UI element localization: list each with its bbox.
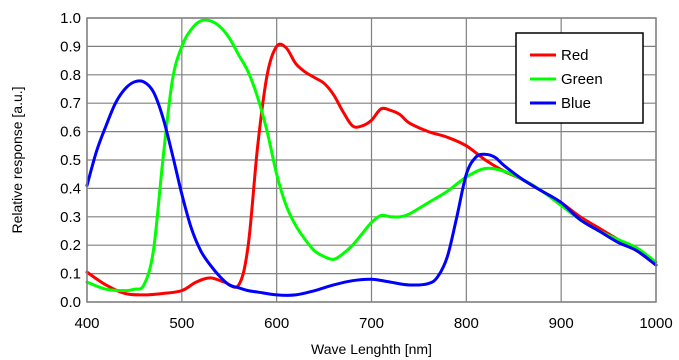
- series-line-blue: [85, 79, 658, 297]
- x-tick-label: 500: [169, 315, 194, 332]
- y-tick-label: 0.0: [60, 294, 81, 311]
- y-tick-label: 0.4: [60, 180, 81, 197]
- legend: Red Green Blue: [515, 32, 644, 124]
- x-tick-label: 800: [454, 315, 479, 332]
- x-tick-label: 700: [359, 315, 384, 332]
- y-tick-label: 1.0: [60, 10, 81, 27]
- y-tick-label: 0.1: [60, 266, 81, 283]
- x-tick-label: 600: [264, 315, 289, 332]
- legend-label-red: Red: [561, 47, 589, 64]
- y-tick-label: 0.7: [60, 95, 81, 112]
- y-tick-label: 0.3: [60, 209, 81, 226]
- x-tick-label: 400: [74, 315, 99, 332]
- y-tick-label: 0.5: [60, 152, 81, 169]
- y-tick-label: 0.6: [60, 124, 81, 141]
- x-tick-label: 900: [549, 315, 574, 332]
- series-line-green: [85, 18, 658, 293]
- tick-labels: 400 500 600 700 800 900 1000 0.0 0.1 0.2 0.3 0.4 0.5…: [60, 10, 673, 332]
- plot-frame: [86, 17, 657, 303]
- legend-label-blue: Blue: [561, 95, 591, 112]
- x-tick-label: 1000: [639, 315, 672, 332]
- y-tick-label: 0.9: [60, 38, 81, 55]
- y-axis-label: Relative response [a.u.]: [9, 86, 25, 233]
- legend-label-green: Green: [561, 71, 603, 88]
- y-tick-label: 0.8: [60, 67, 81, 84]
- x-axis-label: Wave Lenghth [nm]: [311, 341, 432, 357]
- y-tick-label: 0.2: [60, 237, 81, 254]
- series-layer: [85, 18, 658, 297]
